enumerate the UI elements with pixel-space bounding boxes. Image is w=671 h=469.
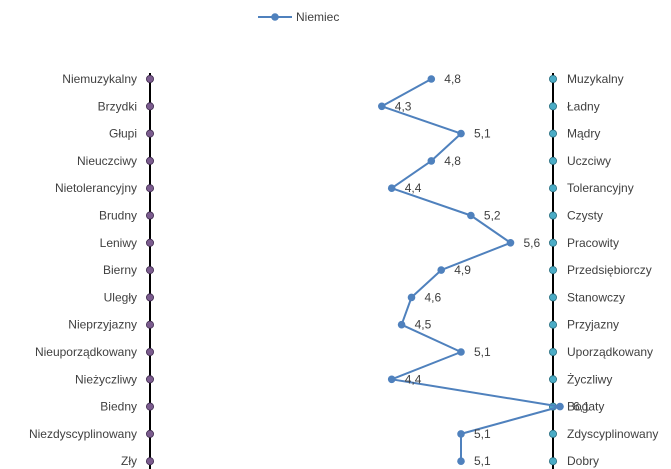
right-axis-marker xyxy=(549,266,558,275)
left-pole-label: Leniwy xyxy=(100,236,137,250)
data-point xyxy=(437,266,446,274)
right-pole-label: Bogaty xyxy=(567,400,604,414)
right-axis-marker xyxy=(549,375,558,384)
left-axis-marker xyxy=(145,402,154,411)
data-label: 4,6 xyxy=(425,290,442,304)
data-label: 5,6 xyxy=(524,236,541,250)
right-pole-label: Uporządkowany xyxy=(567,345,653,359)
right-pole-label: Ładny xyxy=(567,99,600,113)
right-pole-label: Przedsiębiorczy xyxy=(567,263,652,277)
right-axis-marker xyxy=(549,102,558,111)
left-pole-label: Nieuczciwy xyxy=(77,154,137,168)
data-point xyxy=(457,129,465,138)
left-pole-label: Niemuzykalny xyxy=(62,72,137,86)
data-label: 4,5 xyxy=(415,318,432,332)
data-label: 5,1 xyxy=(474,454,491,468)
data-point xyxy=(427,75,436,83)
data-point xyxy=(387,184,396,192)
left-pole-label: Biedny xyxy=(100,400,137,414)
right-pole-label: Czysty xyxy=(567,209,603,223)
data-point xyxy=(457,430,465,438)
left-axis-marker xyxy=(145,238,154,247)
data-point xyxy=(457,348,465,356)
right-pole-label: Przyjazny xyxy=(567,318,619,332)
right-pole-label: Mądry xyxy=(567,127,600,141)
data-point xyxy=(467,211,475,220)
right-axis-marker xyxy=(549,457,558,466)
left-pole-label: Nieuporządkowany xyxy=(35,345,137,359)
right-axis-marker xyxy=(549,75,558,84)
right-pole-label: Zdyscyplinowany xyxy=(567,427,658,441)
data-label: 5,2 xyxy=(484,209,501,223)
right-axis-marker xyxy=(549,347,558,356)
left-axis-marker xyxy=(145,429,154,438)
left-pole-label: Bierny xyxy=(103,263,137,277)
right-pole-label: Tolerancyjny xyxy=(567,181,634,195)
left-pole-label: Nietolerancyjny xyxy=(55,181,137,195)
left-axis-marker xyxy=(145,293,154,302)
left-pole-label: Brzydki xyxy=(98,99,137,113)
left-axis-marker xyxy=(145,457,154,466)
left-pole-label: Niezdyscyplinowany xyxy=(29,427,137,441)
data-point xyxy=(506,239,515,247)
left-pole-label: Zły xyxy=(121,454,137,468)
left-axis-marker xyxy=(145,320,154,329)
right-pole-label: Muzykalny xyxy=(567,72,624,86)
data-label: 5,1 xyxy=(474,427,491,441)
data-label: 4,3 xyxy=(395,99,412,113)
left-pole-label: Głupi xyxy=(109,127,137,141)
left-pole-label: Nieżyczliwy xyxy=(75,372,137,386)
right-axis-marker xyxy=(549,293,558,302)
data-point xyxy=(407,293,416,302)
data-point xyxy=(397,320,406,329)
left-pole-label: Uległy xyxy=(104,290,137,304)
data-point xyxy=(387,375,396,384)
left-axis-marker xyxy=(145,75,154,84)
right-pole-label: Życzliwy xyxy=(567,372,612,386)
data-label: 4,9 xyxy=(454,263,471,277)
left-pole-label: Brudny xyxy=(99,209,137,223)
legend-entry-niemiec: Niemiec xyxy=(296,10,339,24)
left-axis-marker xyxy=(145,266,154,275)
data-point xyxy=(556,402,564,411)
left-axis-marker xyxy=(145,347,154,356)
data-label: 4,8 xyxy=(444,72,461,86)
data-point xyxy=(378,102,386,111)
data-label: 5,1 xyxy=(474,127,491,141)
data-point xyxy=(457,457,465,466)
left-axis-marker xyxy=(145,184,154,193)
right-pole-label: Uczciwy xyxy=(567,154,611,168)
data-label: 4,4 xyxy=(405,181,422,195)
legend: Niemiec xyxy=(258,10,339,24)
left-axis-marker xyxy=(145,375,154,384)
left-axis-marker xyxy=(145,156,154,165)
legend-point-marker xyxy=(271,13,279,21)
right-pole-label: Pracowity xyxy=(567,236,619,250)
data-label: 4,8 xyxy=(444,154,461,168)
data-point xyxy=(427,157,436,165)
right-axis-marker xyxy=(549,129,558,138)
left-pole-label: Nieprzyjazny xyxy=(68,318,137,332)
left-axis-marker xyxy=(145,211,154,220)
right-axis-marker xyxy=(549,184,558,193)
data-label: 4,4 xyxy=(405,372,422,386)
data-label: 5,1 xyxy=(474,345,491,359)
data-label: 6,1 xyxy=(573,400,590,414)
right-axis-marker xyxy=(549,211,558,220)
right-pole-label: Dobry xyxy=(567,454,599,468)
right-axis-marker xyxy=(549,238,558,247)
right-axis-marker xyxy=(549,156,558,165)
series-line-niemiec xyxy=(380,78,561,462)
right-pole-label: Stanowczy xyxy=(567,290,625,304)
left-axis-marker xyxy=(145,102,154,111)
right-axis-marker xyxy=(549,320,558,329)
left-axis-marker xyxy=(145,129,154,138)
right-axis-marker xyxy=(549,429,558,438)
